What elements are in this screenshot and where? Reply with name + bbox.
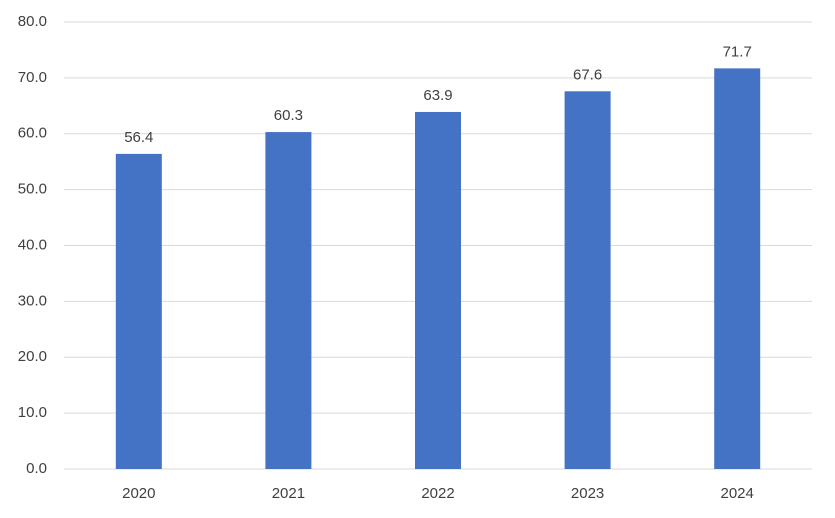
x-tick-label: 2023 (571, 485, 604, 502)
bar (714, 68, 761, 469)
bar (265, 132, 312, 470)
x-tick-label: 2020 (122, 485, 155, 502)
y-tick-label: 40.0 (18, 236, 47, 253)
y-tick-label: 60.0 (18, 125, 47, 142)
value-label: 60.3 (274, 107, 303, 124)
bar (115, 153, 162, 470)
value-label: 56.4 (124, 129, 153, 146)
bar (564, 91, 611, 469)
x-tick-label: 2021 (272, 485, 305, 502)
y-tick-label: 80.0 (18, 13, 47, 30)
y-tick-label: 70.0 (18, 69, 47, 86)
y-tick-label: 20.0 (18, 348, 47, 365)
y-tick-label: 30.0 (18, 292, 47, 309)
value-label: 71.7 (723, 43, 752, 60)
value-label: 63.9 (423, 87, 452, 104)
x-tick-label: 2022 (421, 485, 454, 502)
y-tick-label: 0.0 (26, 460, 47, 477)
y-tick-label: 10.0 (18, 404, 47, 421)
x-tick-label: 2024 (721, 485, 754, 502)
y-tick-label: 50.0 (18, 181, 47, 198)
value-label: 67.6 (573, 66, 602, 83)
bar (415, 111, 461, 470)
